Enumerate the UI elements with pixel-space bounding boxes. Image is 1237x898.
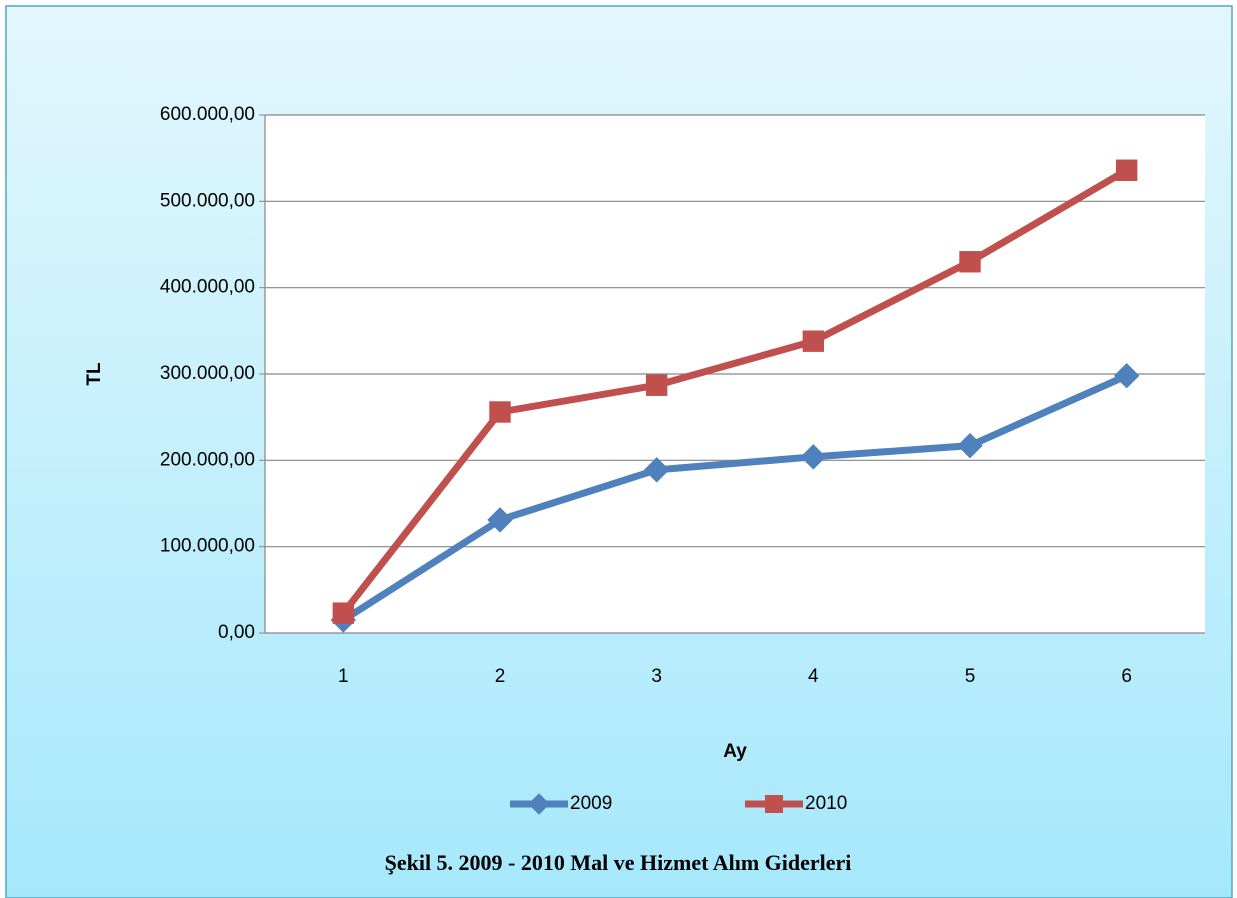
data-point [643,457,670,483]
data-point [332,602,355,624]
y-axis-title: TL [84,362,105,386]
series-line [340,167,1129,616]
legend-marker [765,795,783,813]
caption: Şekil 5. 2009 - 2010 Mal ve Hizmet Alım … [385,850,852,875]
y-tick-label: 0,00 [218,622,255,643]
x-tick-label: 3 [651,666,662,687]
x-tick-label: 4 [808,666,819,687]
data-point [959,251,981,273]
legend-label: 2010 [805,793,847,814]
x-tick-label: 5 [965,666,976,687]
data-point [645,374,668,396]
y-tick-label: 300.000,00 [160,363,255,384]
data-point [1113,363,1140,389]
data-point [487,507,513,533]
data-point [489,401,511,423]
x-tick-label: 6 [1121,666,1132,687]
x-tick-label: 1 [338,666,349,687]
data-point [800,444,827,470]
data-point [957,432,983,459]
y-tick-label: 100.000,00 [160,536,255,557]
data-point [1115,159,1138,181]
legend-marker [528,793,550,815]
data-point [802,330,825,352]
legend-label: 2009 [570,793,612,814]
y-tick-label: 400.000,00 [160,277,255,298]
x-tick-label: 2 [495,666,506,687]
y-tick-label: 500.000,00 [160,190,255,211]
x-axis-title: Ay [723,741,747,762]
series-line [341,372,1129,623]
y-tick-label: 600.000,00 [160,104,255,125]
y-tick-label: 200.000,00 [160,449,255,470]
